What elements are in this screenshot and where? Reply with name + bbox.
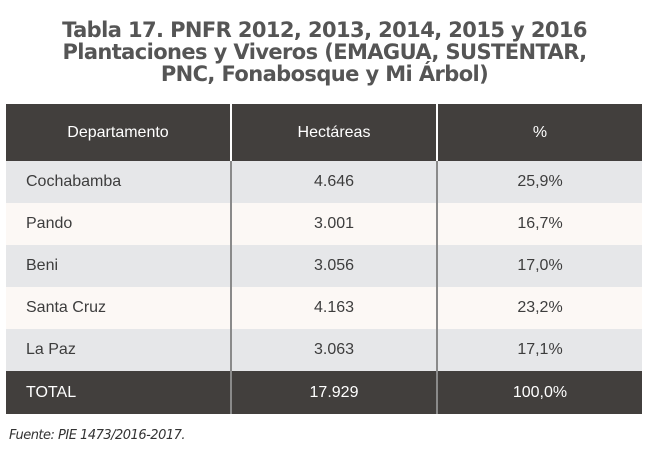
total-label: TOTAL <box>6 371 232 414</box>
table-title-line-2: Plantaciones y Viveros (EMAGUA, SUSTENTA… <box>62 40 587 64</box>
table-title: Tabla 17. PNFR 2012, 2013, 2014, 2015 y … <box>0 19 649 85</box>
cell-percent: 25,9% <box>517 173 563 190</box>
cell-percent: 16,7% <box>517 215 563 232</box>
cell-percent: 17,0% <box>517 257 563 274</box>
table-row: Cochabamba 4.646 25,9% <box>6 161 642 203</box>
table-title-line-1: Tabla 17. PNFR 2012, 2013, 2014, 2015 y … <box>62 18 587 42</box>
header-row: Departamento Hectáreas % <box>6 104 642 161</box>
cell-hectareas: 3.056 <box>231 245 438 287</box>
table-row: Beni 3.056 17,0% <box>6 245 642 287</box>
data-table: Departamento Hectáreas % Cochabamba 4.64… <box>6 104 642 414</box>
header-hectareas: Hectáreas <box>231 104 438 161</box>
header-departamento: Departamento <box>6 104 232 161</box>
cell-hectareas: 4.646 <box>231 161 438 203</box>
total-percent: 100,0% <box>512 383 568 401</box>
total-hectareas: 17.929 <box>231 371 438 414</box>
cell-departamento: La Paz <box>6 329 232 371</box>
cell-departamento: Santa Cruz <box>6 287 232 329</box>
cell-hectareas: 3.001 <box>231 203 438 245</box>
cell-departamento: Pando <box>6 203 232 245</box>
table-row: Santa Cruz 4.163 23,2% <box>6 287 642 329</box>
total-row: TOTAL 17.929 100,0% <box>6 371 642 414</box>
cell-hectareas: 3.063 <box>231 329 438 371</box>
table-row: Pando 3.001 16,7% <box>6 203 642 245</box>
cell-percent: 23,2% <box>517 299 563 316</box>
cell-hectareas: 4.163 <box>231 287 438 329</box>
cell-departamento: Cochabamba <box>6 161 232 203</box>
cell-departamento: Beni <box>6 245 232 287</box>
source-note: Fuente: PIE 1473/2016-2017. <box>9 428 186 443</box>
table-title-line-3: PNC, Fonabosque y Mi Árbol) <box>160 62 489 86</box>
cell-percent: 17,1% <box>517 341 563 358</box>
header-percent: % <box>532 123 548 141</box>
table-row: La Paz 3.063 17,1% <box>6 329 642 371</box>
